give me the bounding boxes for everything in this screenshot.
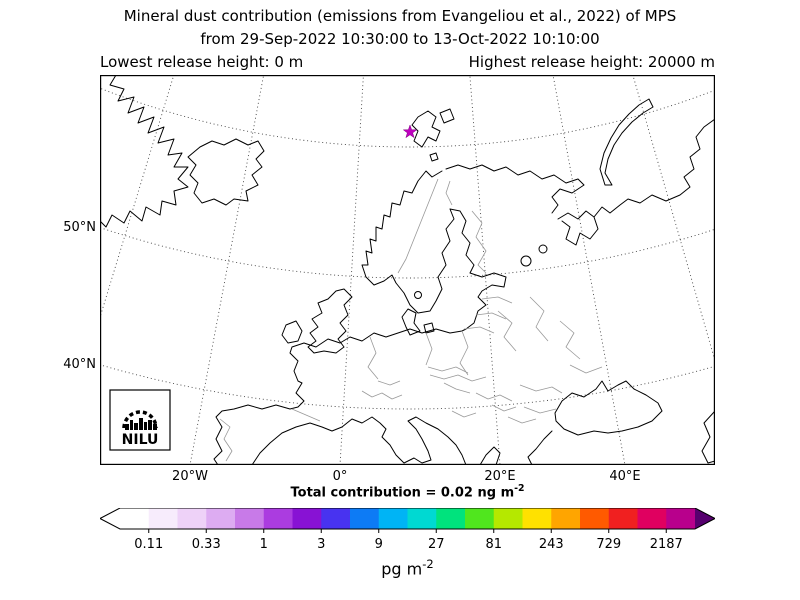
colorbar-segment	[493, 508, 523, 529]
europe-atlantic-coast	[213, 170, 507, 465]
colorbar-tick-label: 9	[374, 537, 383, 552]
map-panel: NILU	[100, 75, 715, 465]
arctic-russia-coast	[557, 118, 715, 246]
novaya-zemlya-coast	[599, 98, 654, 186]
colorbar-segment	[666, 508, 696, 529]
highest-release-height-label: Highest release height: 20000 m	[468, 53, 715, 71]
colorbar-segments	[120, 508, 696, 529]
colorbar-unit-label: pg m-2	[100, 557, 715, 578]
colorbar-segment	[235, 508, 265, 529]
caspian-coast	[701, 410, 715, 464]
colorbar-segment	[436, 508, 466, 529]
page-title-line2: from 29-Sep-2022 10:30:00 to 13-Oct-2022…	[200, 30, 600, 48]
page-title-line1: Mineral dust contribution (emissions fro…	[123, 7, 677, 25]
greenland-coast	[100, 75, 189, 228]
colorbar-segment	[350, 508, 380, 529]
colorbar-segment	[120, 508, 150, 529]
colorbar-segment	[378, 508, 408, 529]
colorbar-segment	[177, 508, 207, 529]
colorbar-segment	[608, 508, 638, 529]
longitude-label-0: 0°	[332, 469, 348, 484]
graticule	[100, 75, 715, 465]
colorbar-tick-label: 27	[427, 537, 445, 552]
colorbar-tick-labels: 0.11 0.33 1 3 9 27 81 243 729 2187	[100, 537, 715, 553]
coastlines	[100, 75, 715, 465]
total-contribution-exponent: -2	[514, 483, 525, 494]
nilu-logo: NILU	[109, 389, 171, 451]
colorbar-unit-text: pg m	[381, 559, 423, 579]
nilu-arc-icon	[122, 410, 158, 429]
nilu-logo-text: NILU	[122, 432, 159, 448]
longitude-label-20e: 20°E	[484, 469, 516, 484]
latitude-label-50n: 50°N	[63, 220, 96, 235]
denmark-coast	[401, 308, 435, 336]
nilu-skyline-icon	[125, 418, 157, 430]
latitude-label-40n: 40°N	[63, 357, 96, 372]
colorbar-segment	[206, 508, 236, 529]
colorbar-segment	[465, 508, 495, 529]
colorbar-segment	[263, 508, 293, 529]
greece-coast	[479, 446, 501, 465]
total-contribution-text: Total contribution = 0.02 ng m	[290, 485, 515, 501]
black-sea-coast	[527, 380, 663, 465]
release-site-star-marker	[402, 124, 418, 139]
colorbar-tick-label: 81	[485, 537, 503, 552]
colorbar-segment	[407, 508, 437, 529]
mediterranean-coast	[251, 416, 467, 465]
colorbar-segment	[148, 508, 178, 529]
colorbar-tick-label: 3	[317, 537, 326, 552]
map-svg: NILU	[100, 75, 715, 465]
barents-coast	[445, 164, 585, 214]
colorbar-segment	[551, 508, 581, 529]
longitude-label-20w: 20°W	[172, 469, 208, 484]
british-isles-coast	[281, 288, 353, 354]
colorbar-right-arrow	[695, 508, 715, 529]
colorbar-tick-label: 0.11	[134, 537, 164, 552]
colorbar	[98, 507, 717, 534]
colorbar-tick-label: 243	[538, 537, 564, 552]
colorbar-segment	[580, 508, 610, 529]
colorbar-tickmarks	[148, 529, 667, 533]
map-border	[100, 75, 715, 465]
lake-vanern	[414, 291, 422, 299]
svalbard-coast	[411, 108, 455, 162]
colorbar-tick-label: 0.33	[191, 537, 221, 552]
longitude-label-40e: 40°E	[609, 469, 641, 484]
colorbar-tick-label: 1	[259, 537, 268, 552]
total-contribution-label: Total contribution = 0.02 ng m-2	[100, 483, 715, 500]
colorbar-tick-label: 2187	[649, 537, 683, 552]
colorbar-left-arrow	[100, 508, 120, 529]
colorbar-unit-exponent: -2	[422, 557, 434, 571]
iceland-coast	[187, 138, 265, 206]
country-borders	[219, 178, 603, 462]
colorbar-svg	[98, 507, 717, 533]
colorbar-segment	[522, 508, 552, 529]
colorbar-segment	[321, 508, 351, 529]
lowest-release-height-label: Lowest release height: 0 m	[100, 53, 304, 71]
lake-onega	[538, 244, 548, 254]
release-height-row: Lowest release height: 0 m Highest relea…	[100, 53, 715, 71]
colorbar-segment	[292, 508, 322, 529]
colorbar-segment	[637, 508, 667, 529]
colorbar-tick-label: 729	[596, 537, 622, 552]
lake-ladoga	[520, 255, 532, 267]
